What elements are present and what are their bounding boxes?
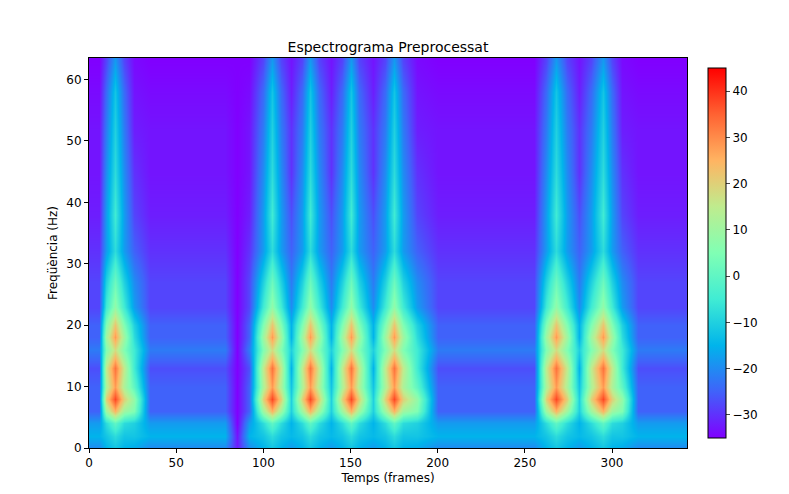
svg-text:−30: −30 [732,408,757,422]
svg-text:0: 0 [732,269,740,283]
svg-text:20: 20 [732,177,747,191]
svg-text:10: 10 [732,223,747,237]
svg-text:30: 30 [732,131,747,145]
svg-text:0: 0 [85,456,93,470]
svg-text:−20: −20 [732,362,757,376]
svg-text:60: 60 [66,73,81,87]
svg-text:30: 30 [66,257,81,271]
svg-text:200: 200 [426,456,449,470]
svg-text:Temps (frames): Temps (frames) [340,471,434,485]
svg-text:250: 250 [513,456,536,470]
svg-text:100: 100 [252,456,275,470]
svg-text:0: 0 [74,441,82,455]
svg-text:40: 40 [732,84,747,98]
svg-text:50: 50 [66,134,81,148]
svg-text:50: 50 [169,456,184,470]
svg-text:20: 20 [66,318,81,332]
svg-text:Freqüència (Hz): Freqüència (Hz) [46,206,60,300]
svg-text:150: 150 [339,456,362,470]
svg-text:300: 300 [601,456,624,470]
svg-text:−10: −10 [732,316,757,330]
svg-text:40: 40 [66,196,81,210]
svg-text:10: 10 [66,380,81,394]
svg-text:Espectrograma Preprocessat: Espectrograma Preprocessat [288,39,489,55]
